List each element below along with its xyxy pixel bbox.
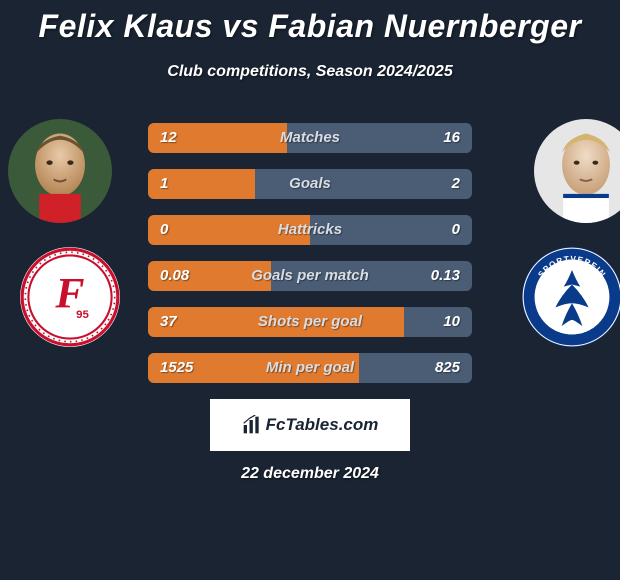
club-left-badge: F 95 xyxy=(18,245,122,349)
club-right-badge: SPORTVEREIN DARMSTADT 1898 e.V. xyxy=(520,245,620,349)
stat-row: Goals per match0.08 0.13 xyxy=(148,261,472,291)
stat-value-left: 1 xyxy=(160,169,168,199)
bars-icon xyxy=(242,415,262,435)
svg-text:95: 95 xyxy=(76,309,89,321)
stat-value-left: 37 xyxy=(160,307,177,337)
avatar-placeholder-icon xyxy=(8,119,112,223)
stat-label: Goals xyxy=(148,169,472,199)
fortuna-badge-icon: F 95 xyxy=(18,245,122,349)
darmstadt-badge-icon: SPORTVEREIN DARMSTADT 1898 e.V. xyxy=(520,245,620,349)
stat-rows: Matches1216Goals12Hattricks00Goals per m… xyxy=(148,119,472,383)
page-title: Felix Klaus vs Fabian Nuernberger xyxy=(0,0,620,45)
brand-label: FcTables.com xyxy=(242,415,379,435)
stat-value-right: 825 xyxy=(435,353,460,383)
stat-row: Min per goal1525 825 xyxy=(148,353,472,383)
player-right-avatar xyxy=(534,119,620,223)
stat-label: Matches xyxy=(148,123,472,153)
stat-row: Shots per goal37 10 xyxy=(148,307,472,337)
brand-text: FcTables.com xyxy=(266,415,379,435)
date-label: 22 december 2024 xyxy=(0,465,620,483)
page-subtitle: Club competitions, Season 2024/2025 xyxy=(0,63,620,81)
player-left-avatar xyxy=(8,119,112,223)
stat-value-right: 10 xyxy=(443,307,460,337)
stat-label: Hattricks xyxy=(148,215,472,245)
stat-value-right: 0.13 xyxy=(431,261,460,291)
stat-label: Min per goal xyxy=(148,353,472,383)
stat-value-left: 1525 xyxy=(160,353,193,383)
stat-value-left: 0 xyxy=(160,215,168,245)
stat-label: Goals per match xyxy=(148,261,472,291)
stat-row: Matches12 16 xyxy=(148,123,472,153)
stat-value-left: 0.08 xyxy=(160,261,189,291)
stat-value-right: 2 xyxy=(452,169,460,199)
stat-row: Goals1 2 xyxy=(148,169,472,199)
stat-value-right: 16 xyxy=(443,123,460,153)
brand-box: FcTables.com xyxy=(210,399,410,451)
stat-row: Hattricks0 0 xyxy=(148,215,472,245)
stat-value-left: 12 xyxy=(160,123,177,153)
comparison-arena: F 95 SPORTVEREIN DARMSTADT 1898 e.V. M xyxy=(0,119,620,383)
avatar-placeholder-icon xyxy=(534,119,620,223)
stat-value-right: 0 xyxy=(452,215,460,245)
stat-label: Shots per goal xyxy=(148,307,472,337)
